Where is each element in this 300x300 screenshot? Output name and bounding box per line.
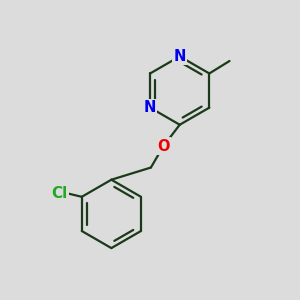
Text: N: N bbox=[173, 49, 186, 64]
Text: Cl: Cl bbox=[51, 186, 68, 201]
Text: N: N bbox=[144, 100, 156, 115]
Text: O: O bbox=[157, 139, 170, 154]
